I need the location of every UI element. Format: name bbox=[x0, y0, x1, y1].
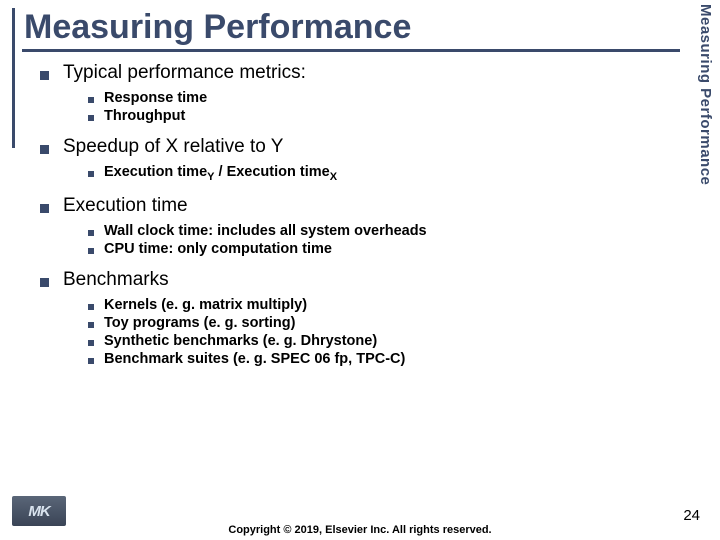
page-number: 24 bbox=[683, 507, 700, 524]
item-text: Benchmark suites (e. g. SPEC 06 fp, TPC-… bbox=[104, 351, 405, 367]
bullet-list: Typical performance metrics: Response ti… bbox=[40, 62, 680, 367]
item-text: Kernels (e. g. matrix multiply) bbox=[104, 297, 307, 313]
list-item: Benchmark suites (e. g. SPEC 06 fp, TPC-… bbox=[88, 351, 680, 367]
sub-list: Execution timeY / Execution timeX bbox=[88, 164, 680, 183]
sub-list: Response time Throughput bbox=[88, 90, 680, 124]
bullet-icon bbox=[40, 204, 49, 213]
item-text: Toy programs (e. g. sorting) bbox=[104, 315, 295, 331]
bullet-icon bbox=[88, 230, 94, 236]
item-text: Wall clock time: includes all system ove… bbox=[104, 223, 427, 239]
item-text: Throughput bbox=[104, 108, 185, 124]
bullet-icon bbox=[88, 358, 94, 364]
left-rule bbox=[12, 8, 15, 148]
bullet-icon bbox=[88, 340, 94, 346]
list-item: Throughput bbox=[88, 108, 680, 124]
publisher-logo: MK bbox=[12, 496, 66, 526]
section: Typical performance metrics: Response ti… bbox=[40, 62, 680, 124]
copyright-text: Copyright © 2019, Elsevier Inc. All righ… bbox=[0, 524, 720, 536]
slide-content: Typical performance metrics: Response ti… bbox=[40, 62, 680, 379]
bullet-icon bbox=[40, 71, 49, 80]
title-bar: Measuring Performance bbox=[22, 8, 680, 52]
bullet-icon bbox=[88, 115, 94, 121]
list-item: Execution timeY / Execution timeX bbox=[88, 164, 680, 183]
bullet-icon bbox=[40, 278, 49, 287]
side-tab-label: Measuring Performance bbox=[697, 4, 714, 185]
section-heading: Speedup of X relative to Y bbox=[63, 136, 283, 158]
bullet-icon bbox=[88, 171, 94, 177]
section-heading: Execution time bbox=[63, 195, 188, 217]
list-item: Kernels (e. g. matrix multiply) bbox=[88, 297, 680, 313]
section-heading: Benchmarks bbox=[63, 269, 169, 291]
list-item: Toy programs (e. g. sorting) bbox=[88, 315, 680, 331]
section: Benchmarks Kernels (e. g. matrix multipl… bbox=[40, 269, 680, 367]
item-text: Execution timeY / Execution timeX bbox=[104, 164, 337, 183]
item-text: Synthetic benchmarks (e. g. Dhrystone) bbox=[104, 333, 377, 349]
list-item: CPU time: only computation time bbox=[88, 241, 680, 257]
item-text: CPU time: only computation time bbox=[104, 241, 332, 257]
section: Speedup of X relative to Y Execution tim… bbox=[40, 136, 680, 183]
bullet-icon bbox=[88, 304, 94, 310]
slide-title: Measuring Performance bbox=[22, 8, 680, 49]
slide: Measuring Performance Measuring Performa… bbox=[0, 0, 720, 540]
section-heading: Typical performance metrics: bbox=[63, 62, 306, 84]
list-item: Wall clock time: includes all system ove… bbox=[88, 223, 680, 239]
bullet-icon bbox=[88, 322, 94, 328]
sub-list: Kernels (e. g. matrix multiply) Toy prog… bbox=[88, 297, 680, 367]
sub-list: Wall clock time: includes all system ove… bbox=[88, 223, 680, 257]
bullet-icon bbox=[88, 248, 94, 254]
item-text: Response time bbox=[104, 90, 207, 106]
bullet-icon bbox=[88, 97, 94, 103]
section: Execution time Wall clock time: includes… bbox=[40, 195, 680, 257]
bullet-icon bbox=[40, 145, 49, 154]
list-item: Response time bbox=[88, 90, 680, 106]
list-item: Synthetic benchmarks (e. g. Dhrystone) bbox=[88, 333, 680, 349]
